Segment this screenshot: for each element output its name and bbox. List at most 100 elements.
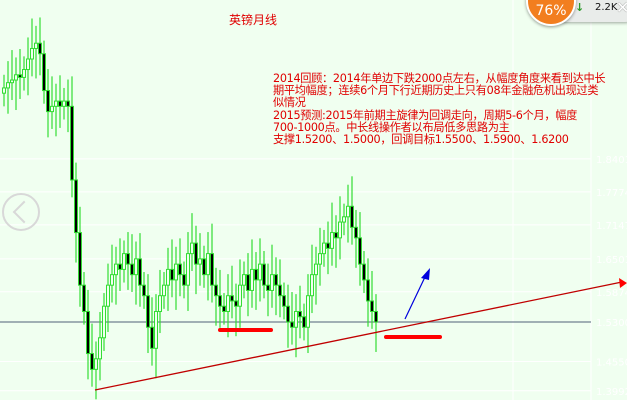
- candle-body: [78, 232, 82, 286]
- candle-body: [174, 263, 178, 281]
- candle-body: [250, 268, 254, 291]
- annotation-line: 700-1000点。中长线操作者以布局低多思路为主: [273, 120, 510, 134]
- candle-body: [266, 284, 270, 291]
- candle-body: [98, 337, 102, 360]
- candle-body: [210, 253, 214, 286]
- candle-body: [350, 205, 354, 228]
- candle-body: [218, 295, 222, 307]
- annotation-line: 2014回顾：2014年单边下跌2000点左右，从幅度角度来看到达中长: [273, 72, 606, 85]
- y-tick-label: 1.7774: [596, 188, 627, 199]
- chevron-left-icon: [12, 200, 36, 224]
- candle-body: [242, 274, 246, 286]
- candle-body: [6, 82, 10, 89]
- trendline-arrowhead: [619, 278, 627, 288]
- chart-title: 英镑月线: [229, 13, 278, 27]
- candle-body: [294, 310, 298, 328]
- candle-body: [94, 358, 98, 370]
- candle-body: [322, 242, 326, 255]
- candle-body: [286, 305, 290, 323]
- annotation-line: 似情况: [273, 96, 306, 110]
- y-tick-label: 1.5300: [596, 318, 627, 329]
- candle-body: [330, 232, 334, 249]
- candle-body: [198, 258, 202, 265]
- candle-body: [162, 284, 166, 297]
- candle-body: [30, 47, 34, 60]
- candle-body: [226, 295, 230, 312]
- candle-body: [18, 74, 22, 78]
- candle-body: [2, 87, 6, 94]
- candle-body: [310, 274, 314, 297]
- candle-body: [166, 268, 170, 286]
- candle-body: [102, 305, 106, 339]
- candle-body: [66, 100, 70, 107]
- candle-body: [134, 258, 138, 276]
- annotation-line: 期平均幅度；连续6个月下行近期历史上只有08年金融危机出现过类: [273, 84, 599, 98]
- candle-body: [190, 242, 194, 255]
- candle-body: [82, 284, 86, 312]
- candle-body: [70, 105, 74, 181]
- analysis-annotation: 2014回顾：2014年单边下跌2000点左右，从幅度角度来看到达中长 期平均幅…: [273, 72, 627, 147]
- candle-body: [362, 263, 366, 281]
- candle-body: [146, 295, 150, 328]
- candle-body: [278, 284, 282, 297]
- candle-body: [122, 253, 126, 270]
- candle-body: [214, 284, 218, 297]
- candle-body: [126, 253, 130, 265]
- candle-body: [230, 295, 234, 302]
- candle-body: [194, 242, 198, 265]
- candle-body: [14, 74, 18, 81]
- candle-body: [274, 274, 278, 286]
- download-arrow-icon: ↓: [575, 1, 585, 14]
- candle-body: [22, 69, 26, 78]
- rebound-arrow: [404, 276, 426, 320]
- candle-body: [258, 263, 262, 281]
- y-tick-label: 1.4550: [596, 357, 627, 368]
- candle-body: [262, 263, 266, 286]
- candle-body: [202, 258, 206, 276]
- candle-body: [334, 232, 338, 239]
- candle-body: [46, 90, 50, 113]
- candle-body: [326, 242, 330, 249]
- candle-body: [254, 268, 258, 281]
- candle-body: [50, 105, 54, 113]
- candle-body: [118, 263, 122, 270]
- candle-body: [246, 274, 250, 291]
- candle-body: [358, 237, 362, 265]
- candle-body: [222, 305, 226, 312]
- candle-body: [90, 353, 94, 370]
- speed-value: 2.2K: [595, 2, 618, 13]
- candle-body: [238, 284, 242, 307]
- candle-body: [86, 310, 90, 355]
- candle-body: [298, 310, 302, 318]
- annotation-line: 支撑1.5200、1.5000，回调目标1.5500、1.5900、1.6200: [273, 133, 569, 147]
- annotation-line: 2015预测:2015年前期主旋律为回调走向，周期5-6个月，幅度: [273, 108, 578, 122]
- candle-body: [290, 321, 294, 328]
- back-button[interactable]: [2, 193, 40, 231]
- candle-body: [374, 310, 378, 323]
- candle-body: [342, 216, 346, 223]
- candle-body: [154, 310, 158, 349]
- candle-body: [282, 295, 286, 307]
- candle-body: [182, 274, 186, 286]
- candle-body: [110, 274, 114, 286]
- candle-body: [178, 263, 182, 276]
- candle-body: [306, 295, 310, 328]
- support-trendline: [94, 281, 623, 391]
- candle-body: [170, 268, 174, 281]
- candle-body: [54, 100, 58, 107]
- candle-body: [42, 53, 46, 92]
- candle-body: [186, 253, 190, 286]
- candle-body: [142, 284, 146, 297]
- close-icon[interactable]: ✕: [616, 0, 627, 17]
- y-tick-label: 1.3992: [596, 387, 627, 398]
- candle-body: [370, 300, 374, 312]
- candle-body: [130, 263, 134, 276]
- candle-body: [346, 205, 350, 218]
- candle-body: [270, 274, 274, 291]
- candle-body: [318, 253, 322, 265]
- candle-body: [106, 284, 110, 307]
- candle-body: [38, 42, 42, 55]
